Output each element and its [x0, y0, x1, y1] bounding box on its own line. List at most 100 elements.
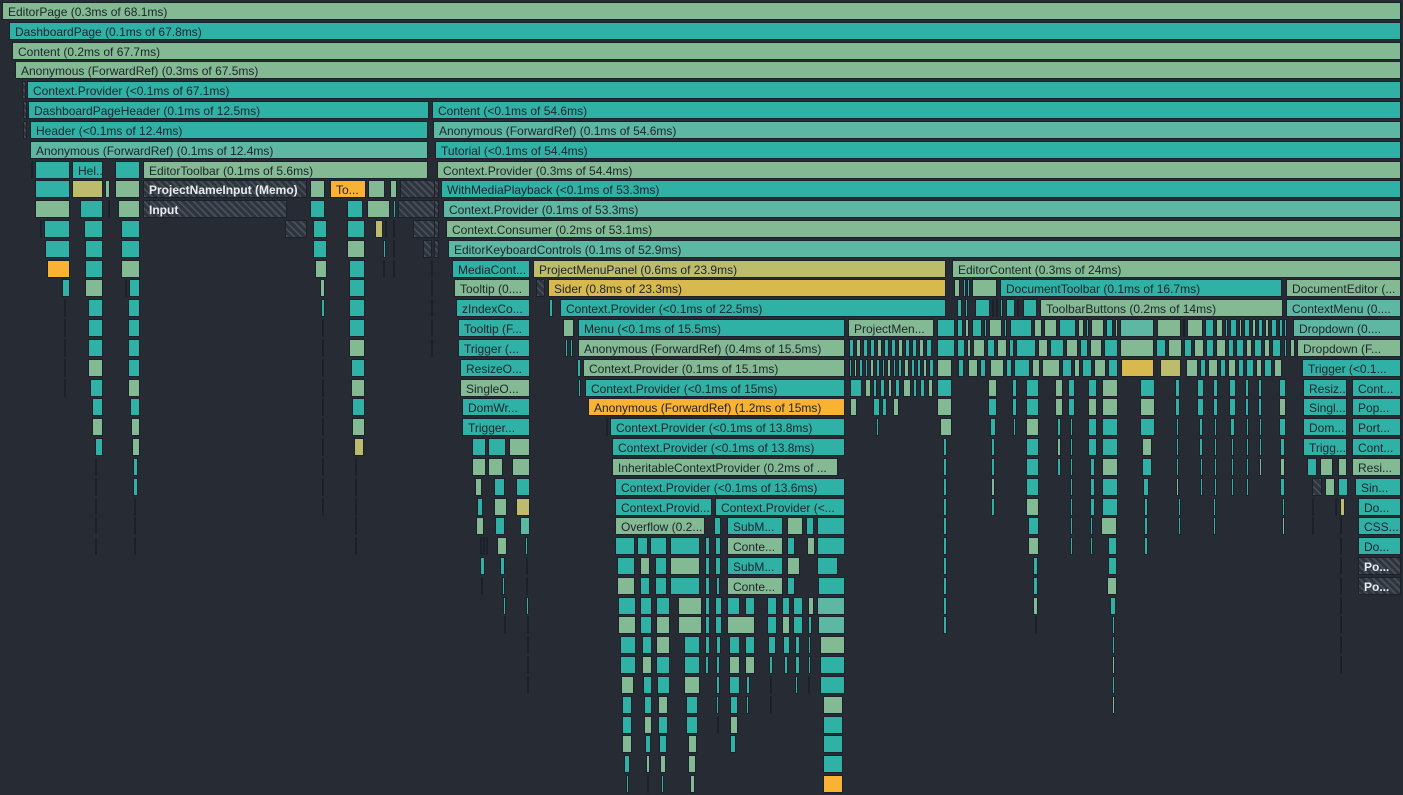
flame-cell[interactable]	[865, 379, 871, 397]
flame-cell[interactable]	[1307, 458, 1317, 476]
flame-cell[interactable]	[642, 656, 652, 674]
flame-cell[interactable]	[431, 279, 433, 297]
flame-cell[interactable]	[1086, 319, 1089, 337]
flame-cell[interactable]	[480, 537, 482, 555]
flame-cell[interactable]	[863, 339, 868, 357]
flame-cell[interactable]	[88, 359, 103, 377]
flame-cell[interactable]	[1094, 359, 1106, 377]
flame-cell[interactable]	[817, 557, 838, 575]
flame-cell[interactable]	[128, 359, 140, 377]
flame-cell[interactable]	[820, 656, 845, 674]
flame-cell[interactable]	[893, 359, 896, 377]
flame-cell[interactable]	[1006, 359, 1012, 377]
flame-cell[interactable]	[1090, 517, 1093, 535]
flame-cell[interactable]	[88, 299, 103, 317]
flame-cell[interactable]	[923, 359, 927, 377]
flame-cell[interactable]	[850, 398, 857, 416]
flame-cell[interactable]	[115, 180, 140, 198]
flame-cell-context-provider[interactable]: Context.Provider (<...	[715, 498, 845, 516]
flame-cell[interactable]	[1312, 517, 1314, 535]
flame-cell[interactable]	[1070, 537, 1073, 555]
flame-cell[interactable]	[1338, 478, 1348, 496]
flame-cell[interactable]	[873, 379, 877, 397]
flame-cell-content-0-2ms-of-67-7ms[interactable]: Content (0.2ms of 67.7ms)	[12, 42, 1401, 60]
flame-cell[interactable]	[1112, 636, 1115, 654]
flame-cell[interactable]	[355, 498, 357, 516]
flame-cell[interactable]	[1176, 478, 1179, 496]
flame-cell[interactable]	[108, 200, 110, 218]
flame-cell[interactable]	[856, 339, 861, 357]
flame-cell-documenttoolbar-0-1ms-of-16-7ms[interactable]: DocumentToolbar (0.1ms of 16.7ms)	[1000, 279, 1282, 297]
flame-cell[interactable]	[882, 398, 887, 416]
flame-cell[interactable]	[313, 240, 327, 258]
flame-cell[interactable]	[1070, 458, 1073, 476]
flame-cell[interactable]	[1231, 478, 1234, 496]
flame-cell[interactable]	[1101, 517, 1117, 535]
flame-cell[interactable]	[715, 616, 722, 634]
flame-cell[interactable]	[383, 240, 386, 258]
flame-cell[interactable]	[1254, 339, 1262, 357]
flame-cell-context-provider-0-1ms-of-15-1ms[interactable]: Context.Provider (0.1ms of 15.1ms)	[583, 359, 845, 377]
flame-cell[interactable]	[1256, 359, 1262, 377]
flame-cell[interactable]	[72, 180, 103, 198]
flame-cell[interactable]	[354, 438, 364, 456]
flame-cell[interactable]	[972, 319, 982, 337]
flame-cell[interactable]	[1280, 478, 1285, 496]
flame-cell[interactable]	[477, 498, 483, 516]
flame-cell[interactable]	[768, 636, 776, 654]
flame-cell[interactable]	[849, 359, 852, 377]
flame-cell-inheritablecontextprovider-0-2ms-of[interactable]: InheritableContextProvider (0.2ms of ...	[612, 458, 838, 476]
flame-cell[interactable]	[1012, 379, 1017, 397]
flame-cell[interactable]	[670, 537, 700, 555]
flame-cell[interactable]	[393, 240, 395, 258]
flame-cell[interactable]	[1102, 418, 1118, 436]
flame-cell[interactable]	[620, 656, 636, 674]
flame-cell[interactable]	[767, 597, 777, 615]
flame-cell[interactable]	[134, 498, 136, 516]
flame-cell[interactable]	[1213, 379, 1218, 397]
flame-cell[interactable]	[705, 597, 710, 615]
flame-cell[interactable]	[1279, 379, 1286, 397]
flame-cell[interactable]	[355, 517, 357, 535]
flame-cell[interactable]	[95, 537, 97, 555]
flame-cell[interactable]	[617, 557, 635, 575]
flame-cell[interactable]	[1088, 418, 1097, 436]
flame-cell[interactable]	[729, 676, 740, 694]
flame-cell[interactable]	[1176, 458, 1179, 476]
flame-cell[interactable]	[1120, 339, 1154, 357]
flame-cell[interactable]	[347, 200, 363, 218]
flame-cell-anonymous-forwardref-0-1ms-of-54-6ms[interactable]: Anonymous (ForwardRef) (0.1ms of 54.6ms)	[433, 121, 1401, 139]
flame-cell[interactable]	[62, 279, 70, 297]
flame-cell[interactable]	[967, 279, 970, 297]
flame-cell[interactable]	[1340, 597, 1342, 615]
flame-cell-contextmenu-0[interactable]: ContextMenu (0....	[1286, 299, 1401, 317]
flame-cell[interactable]	[481, 577, 483, 595]
flame-cell-withmediaplayback-0-1ms-of-53-3ms[interactable]: WithMediaPlayback (<0.1ms of 53.3ms)	[441, 180, 1401, 198]
flame-cell[interactable]	[1214, 418, 1217, 436]
flame-cell[interactable]	[823, 716, 843, 734]
flame-cell[interactable]	[516, 498, 530, 516]
flame-cell[interactable]	[917, 359, 921, 377]
flame-cell[interactable]	[928, 379, 933, 397]
flame-cell[interactable]	[88, 339, 103, 357]
flame-cell[interactable]	[351, 379, 365, 397]
flame-cell[interactable]	[957, 339, 965, 357]
flame-cell[interactable]	[716, 577, 720, 595]
flame-cell[interactable]	[823, 735, 843, 753]
flame-cell[interactable]	[684, 636, 700, 654]
flame-cell[interactable]	[526, 597, 529, 615]
flame-cell[interactable]	[661, 775, 664, 793]
flame-cell[interactable]	[975, 299, 990, 317]
flame-cell[interactable]	[793, 616, 803, 634]
flame-cell[interactable]	[1176, 418, 1179, 436]
flame-cell[interactable]	[965, 299, 968, 317]
flame-cell[interactable]	[44, 220, 70, 238]
flame-cell[interactable]	[1186, 359, 1198, 377]
flame-cell[interactable]	[996, 299, 998, 317]
flame-cell[interactable]	[393, 260, 395, 278]
flame-cell[interactable]	[134, 517, 136, 535]
flame-cell[interactable]	[512, 458, 530, 476]
flame-cell[interactable]	[310, 180, 325, 198]
flame-cell[interactable]	[23, 121, 27, 139]
flame-cell[interactable]	[320, 279, 325, 297]
